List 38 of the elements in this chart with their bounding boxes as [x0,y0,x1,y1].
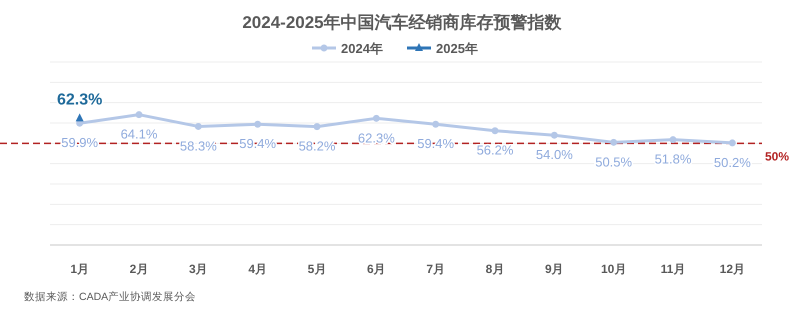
point [314,123,320,130]
point [194,122,202,130]
point [254,120,262,128]
x-tick-label: 9月 [544,262,564,276]
data-label: 62.3% [56,91,102,108]
data-label: 59.9% [61,135,99,150]
data-label: 50.2% [714,154,752,170]
point [610,138,618,146]
x-tick-label: 12月 [720,262,746,276]
data-label: 51.8% [654,152,692,167]
legend-label: 2025年 [436,41,478,56]
point [136,111,142,118]
x-tick-label: 7月 [426,262,446,276]
x-tick-label: 3月 [188,262,208,276]
source-note: 数据来源：CADA产业协调发展分会 [24,290,196,303]
data-label: 56.2% [476,142,514,158]
point [670,136,676,144]
x-tick-label: 11月 [660,262,686,276]
point [372,114,380,122]
x-tick-label: 4月 [248,262,268,276]
point [550,132,558,139]
legend-label: 2024年 [341,41,383,56]
point [492,127,498,134]
point [728,139,736,146]
point [76,113,84,122]
x-tick-label: 8月 [486,262,504,276]
point [432,120,440,128]
data-label: 64.1% [120,126,158,142]
chart-title: 2024-2025年中国汽车经销商库存预警指数 [242,13,563,32]
x-tick-label: 10月 [600,262,626,276]
data-label: 62.3% [358,130,396,146]
ref-line-label: 50% [765,149,790,164]
data-label: 50.5% [595,154,633,170]
x-tick-label: 1月 [70,262,90,276]
x-tick-label: 6月 [366,262,386,276]
data-label: 54.0% [536,147,574,162]
x-tick-label: 5月 [308,262,326,276]
x-tick-label: 2月 [130,262,148,276]
